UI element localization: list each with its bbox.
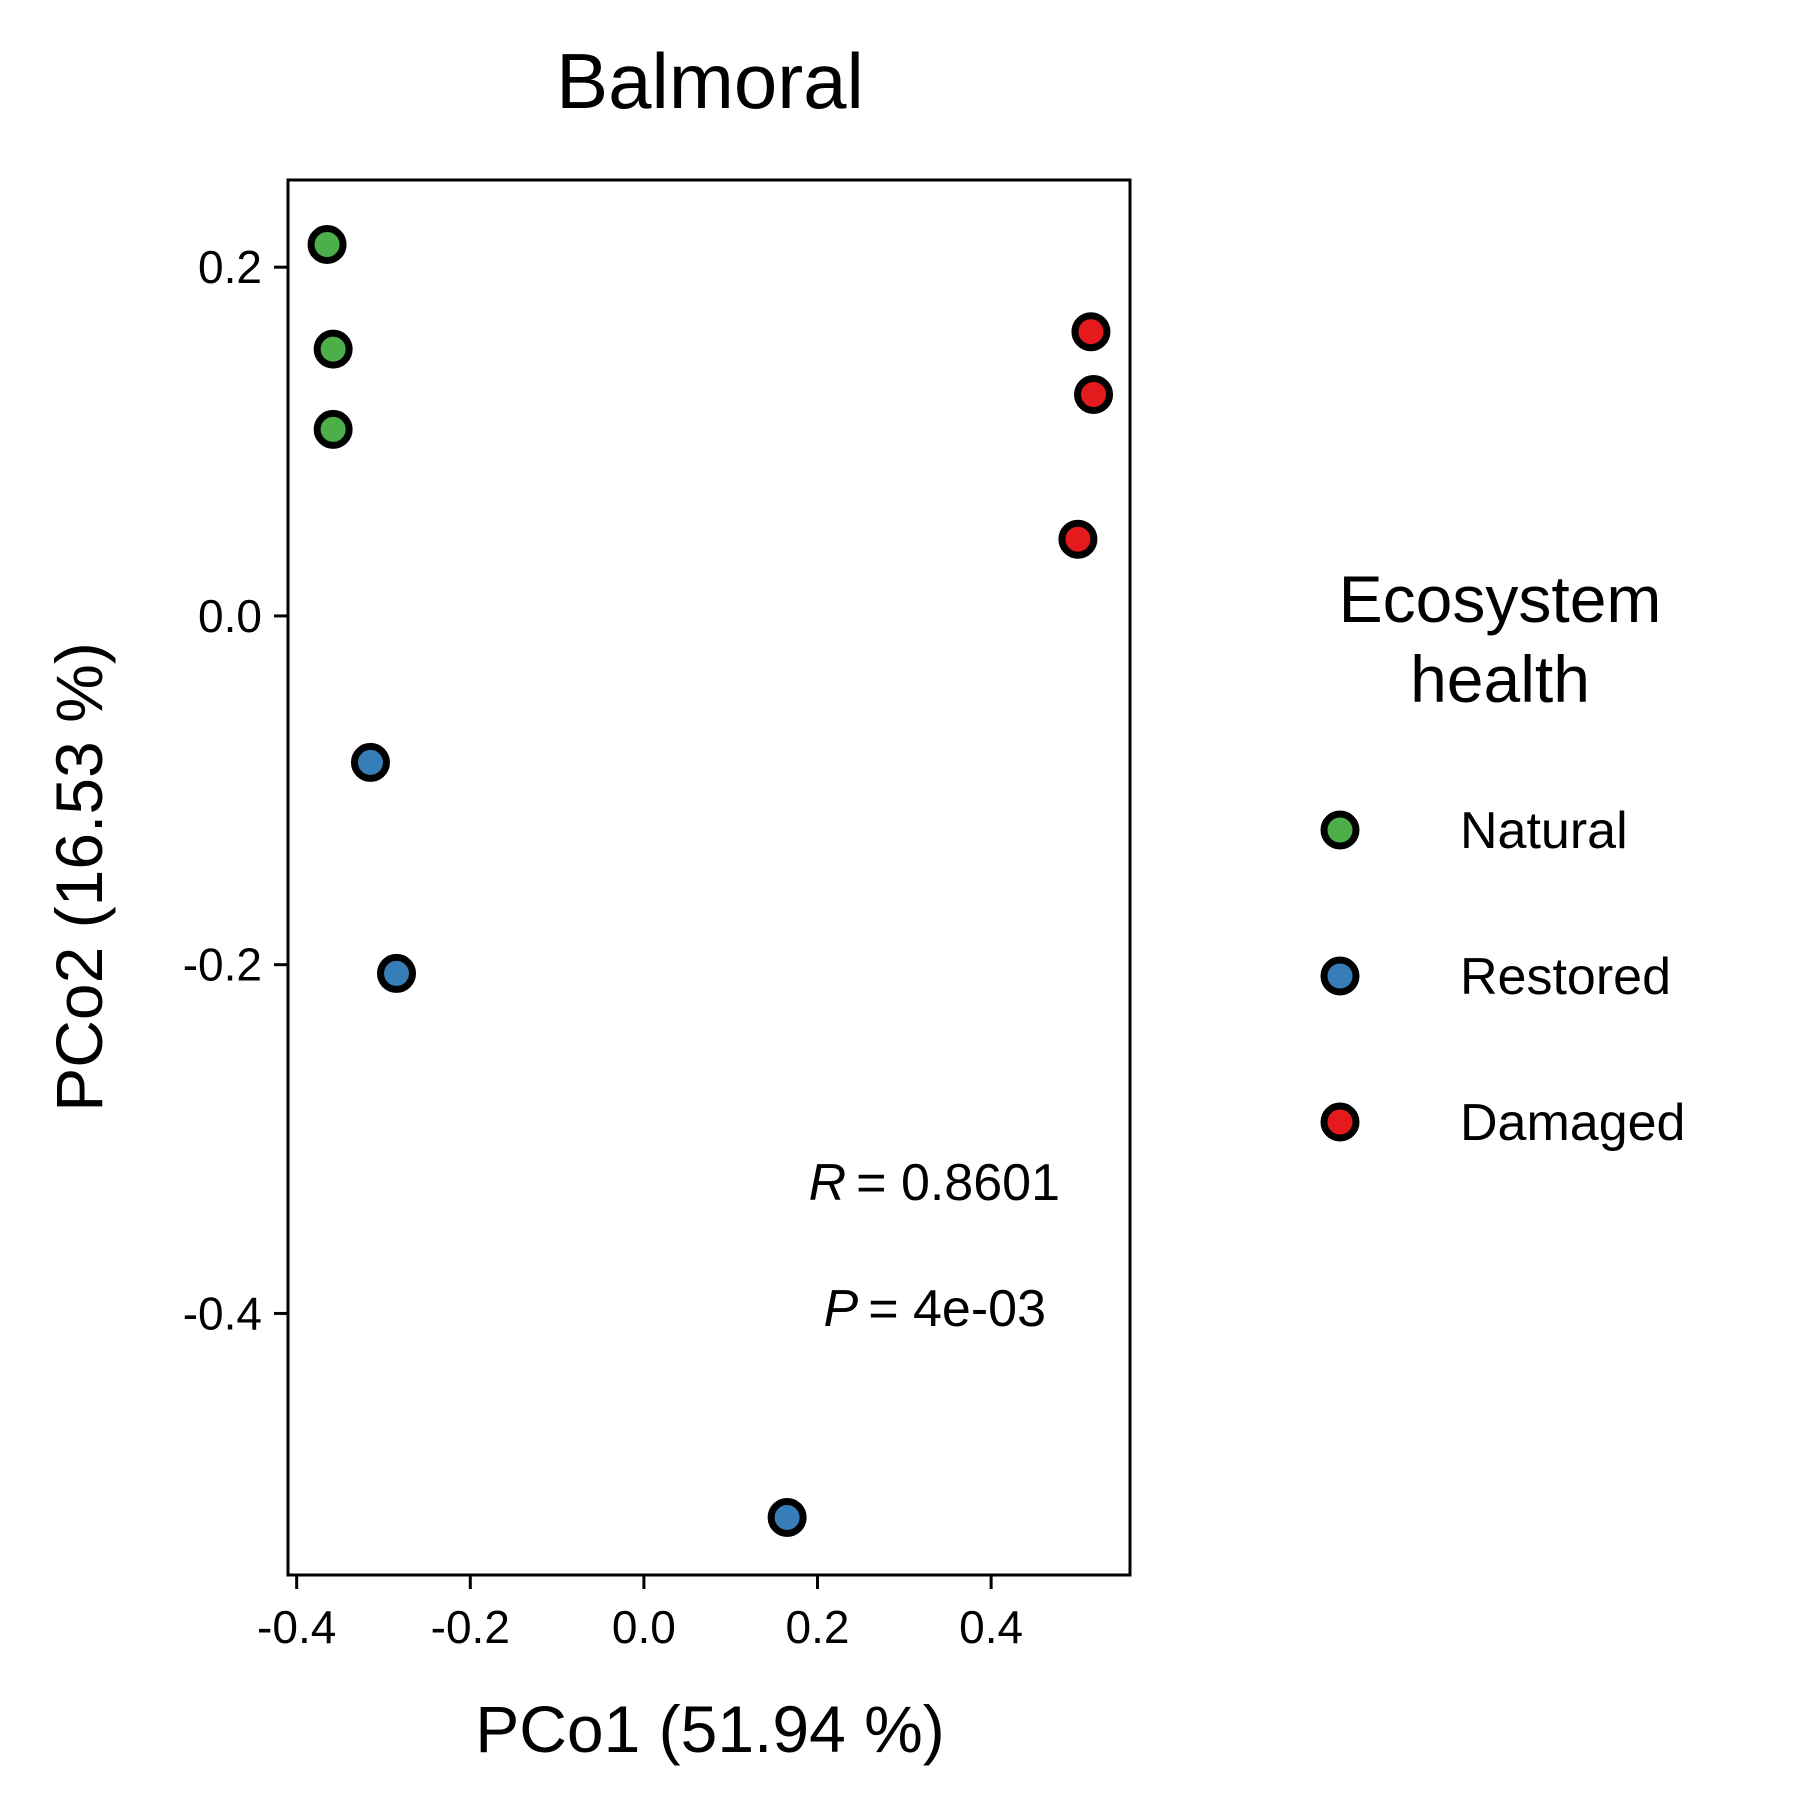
- x-tick-label: 0.4: [959, 1601, 1023, 1653]
- legend-label-natural: Natural: [1460, 802, 1628, 860]
- plot-frame: [286, 178, 1132, 1577]
- p-statistic: P = 4e-03: [824, 1280, 1047, 1338]
- r-value: = 0.8601: [856, 1154, 1060, 1212]
- p-value: = 4e-03: [868, 1280, 1046, 1338]
- y-tick-label: -0.2: [183, 939, 262, 991]
- r-symbol: R: [809, 1154, 847, 1212]
- data-point-restored: [767, 1497, 807, 1537]
- legend-title-line-2: health: [1410, 642, 1590, 716]
- legend-label-restored: Restored: [1460, 948, 1671, 1006]
- legend-marker-damaged: [1320, 1102, 1360, 1142]
- chart-title: Balmoral: [556, 37, 864, 125]
- r-statistic: R = 0.8601: [809, 1154, 1060, 1212]
- y-tick-label: 0.2: [198, 241, 262, 293]
- y-tick-label: 0.0: [198, 590, 262, 642]
- data-point-damaged: [1071, 312, 1111, 352]
- x-tick-label: 0.0: [612, 1601, 676, 1653]
- x-axis-ticks: -0.4 -0.2 0.0 0.2 0.4: [257, 1575, 1023, 1653]
- y-axis-label: PCo2 (16.53 %): [42, 642, 116, 1112]
- y-tick-label: -0.4: [183, 1287, 262, 1339]
- y-axis-ticks: 0.2 0.0 -0.2 -0.4: [183, 241, 288, 1339]
- data-point-damaged: [1058, 519, 1098, 559]
- plot-area: -0.4 -0.2 0.0 0.2 0.4 0.2 0.0 -0.2 -0.4: [183, 178, 1132, 1653]
- legend: Ecosystem health Natural Restored Damaged: [1320, 562, 1685, 1152]
- data-point-damaged: [1074, 374, 1114, 414]
- x-axis-label: PCo1 (51.94 %): [475, 1692, 945, 1766]
- legend-items: Natural Restored Damaged: [1320, 802, 1685, 1152]
- legend-label-damaged: Damaged: [1460, 1094, 1685, 1152]
- x-tick-label: -0.2: [431, 1601, 510, 1653]
- x-tick-label: -0.4: [257, 1601, 336, 1653]
- legend-title: Ecosystem health: [1339, 562, 1662, 716]
- data-point-restored: [350, 742, 390, 782]
- data-point-restored: [377, 953, 417, 993]
- x-tick-label: 0.2: [786, 1601, 850, 1653]
- data-point-natural: [313, 409, 353, 449]
- legend-marker-natural: [1320, 810, 1360, 850]
- legend-marker-restored: [1320, 956, 1360, 996]
- data-points: [307, 225, 1114, 1537]
- legend-title-line-1: Ecosystem: [1339, 562, 1662, 636]
- data-point-natural: [313, 329, 353, 369]
- data-point-natural: [307, 225, 347, 265]
- stat-annotations: R = 0.8601 P = 4e-03: [809, 1154, 1060, 1338]
- p-symbol: P: [824, 1280, 859, 1338]
